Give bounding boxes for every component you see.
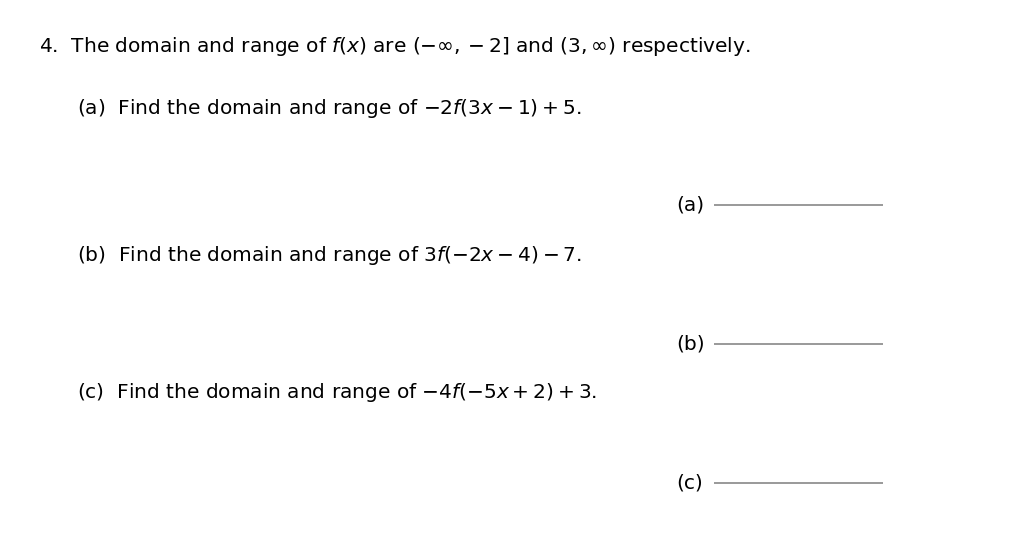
Text: (b)  Find the domain and range of $3f(-2x-4)-7$.: (b) Find the domain and range of $3f(-2x… xyxy=(77,244,582,267)
Text: (b): (b) xyxy=(676,334,705,353)
Text: 4.  The domain and range of $f(x)$ are $(-\infty, -2]$ and $(3, \infty)$ respect: 4. The domain and range of $f(x)$ are $(… xyxy=(39,35,751,58)
Text: (a)  Find the domain and range of $-2f(3x-1)+5$.: (a) Find the domain and range of $-2f(3x… xyxy=(77,97,582,120)
Text: (c): (c) xyxy=(676,474,702,493)
Text: (c)  Find the domain and range of $-4f(-5x+2)+3$.: (c) Find the domain and range of $-4f(-5… xyxy=(77,381,597,404)
Text: (a): (a) xyxy=(676,195,703,215)
